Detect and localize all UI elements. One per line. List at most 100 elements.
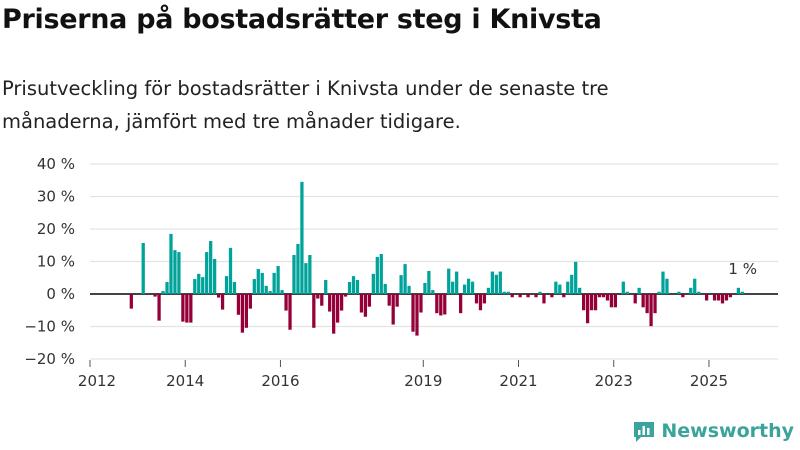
bar [661,271,665,294]
y-tick-label: −10 % [24,318,75,336]
bar [411,294,415,332]
last-value-annotation: 1 % [728,260,757,278]
bar [443,294,447,315]
bar [704,294,709,301]
bar [574,261,578,294]
bar [427,270,431,294]
bar [459,294,463,314]
bar [355,280,360,294]
bar [197,273,201,294]
y-tick-label: −20 % [24,350,75,368]
bar [415,294,419,336]
bar [712,294,717,301]
bar [193,279,197,294]
bar [236,294,241,315]
bar [609,294,614,308]
bar [201,277,205,294]
bar [363,294,368,317]
newsworthy-logo: Newsworthy [632,419,794,443]
bar [284,294,288,311]
bar [451,281,455,294]
bar [272,272,276,295]
logo-text: Newsworthy [661,420,794,442]
bar [526,294,530,298]
bar [391,294,395,325]
bar [593,294,598,311]
bar [328,294,332,312]
bar [597,294,602,298]
bar [693,278,697,295]
bar [462,284,467,294]
y-tick-label: 10 % [37,253,75,271]
bar [478,294,483,311]
bar [383,283,387,295]
bar [431,290,435,294]
bar [343,294,348,297]
bar [625,291,629,294]
bar [677,291,681,294]
bar [601,294,606,298]
bar [697,291,701,294]
bar [276,266,280,294]
bar [339,294,344,311]
bar [387,294,391,306]
bar [510,294,514,298]
bar [157,294,161,321]
bar [641,294,645,308]
bar [653,294,657,314]
bar [252,279,256,294]
bar [292,255,296,294]
bar [185,294,189,323]
gridlines [90,163,778,360]
bar [304,263,308,295]
bar [419,294,423,313]
bar [300,181,304,295]
bar [228,247,233,294]
bar [351,276,356,295]
bar [716,294,721,301]
bar [585,294,590,324]
bar [264,285,268,295]
newsworthy-logo-icon [634,422,655,442]
bar [161,291,165,294]
bar [665,278,669,295]
bar [728,294,733,298]
bar [637,287,641,294]
bar [645,294,649,314]
bar [367,294,372,307]
bar [395,294,399,307]
bar [312,294,316,328]
chart-title: Priserna på bostadsrätter steg i Knivsta [2,4,602,35]
bar [320,294,324,306]
bar [538,291,542,294]
bar [371,273,375,294]
bar [153,294,157,297]
bar [332,294,336,334]
y-tick-label: 40 % [37,155,75,173]
bar [435,294,439,314]
bar [224,276,229,295]
x-tick-label: 2014 [166,372,204,390]
bar [554,281,558,294]
x-tick-label: 2025 [690,372,728,390]
bar [582,294,586,311]
bar [657,291,661,294]
bar [220,294,225,310]
bar [181,294,185,322]
bar [506,291,510,294]
x-axis: 2012 2014 2016 2019 2021 2023 2025 [78,360,728,390]
bar [280,290,284,294]
bar [724,294,729,301]
bar [173,250,177,295]
bar [633,294,637,304]
bar [439,294,443,316]
bar [558,284,562,294]
bar [466,278,471,295]
bar [486,287,491,294]
bar [379,254,383,295]
bar [375,256,379,294]
bar [205,252,209,294]
bar [447,268,451,294]
bar [518,294,522,298]
